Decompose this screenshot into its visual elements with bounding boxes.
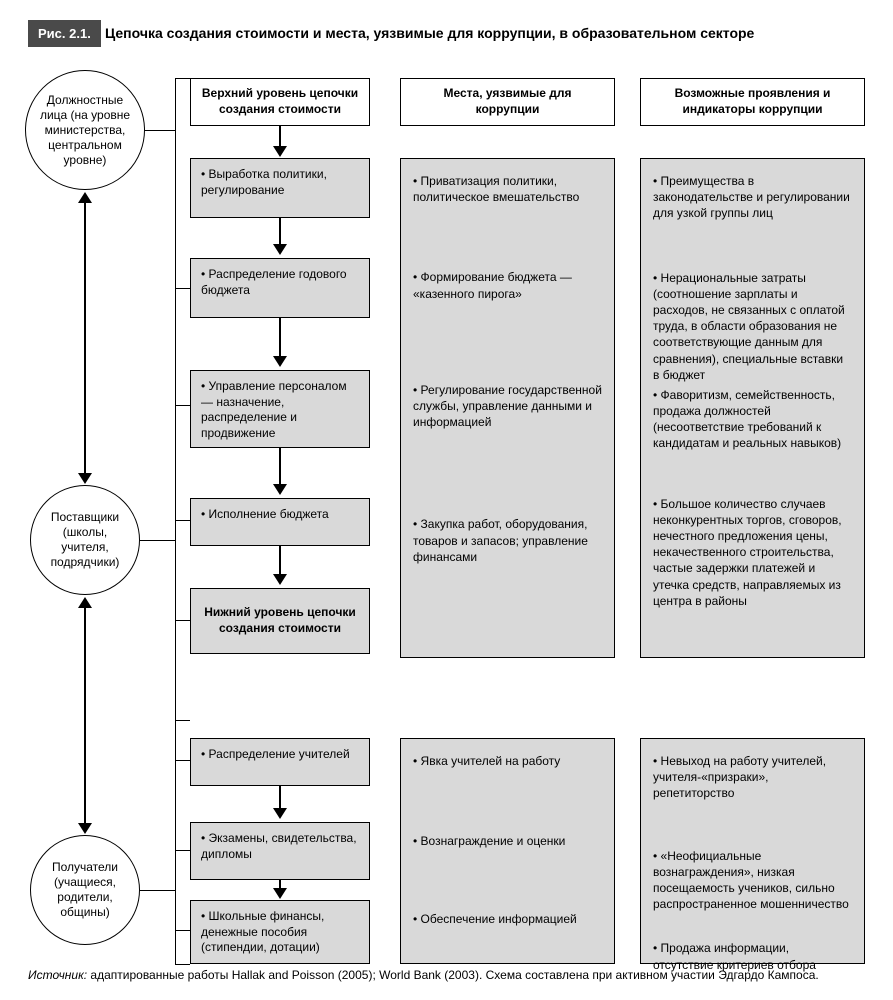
chain-teacher-alloc: Распределение учителей bbox=[190, 738, 370, 786]
chain-arrowhead-l1 bbox=[273, 808, 287, 819]
actor-connector-2 bbox=[84, 605, 86, 825]
chain-arrow-3 bbox=[279, 448, 281, 486]
lvuln-1: Явка учителей на работу bbox=[413, 753, 602, 769]
col1-header-text: Верхний уровень цепочки создания стоимос… bbox=[201, 86, 359, 117]
chain-finance: Школьные финансы, денежные пособия (стип… bbox=[190, 900, 370, 964]
indic-1: Преимущества в законодательстве и регули… bbox=[653, 173, 852, 222]
lower-indic-box: Невыход на работу учителей, учителя-«при… bbox=[640, 738, 865, 964]
lindic-2: «Неофициальные вознаграждения», низкая п… bbox=[653, 848, 852, 913]
chain-budget-alloc-text: Распределение годового бюджета bbox=[201, 267, 359, 298]
chain-arrowhead-3 bbox=[273, 484, 287, 495]
chain-budget-exec: Исполнение бюджета bbox=[190, 498, 370, 546]
bracket-bot-h bbox=[140, 890, 175, 891]
chain-personnel: Управление персоналом — назначение, расп… bbox=[190, 370, 370, 448]
actor-recipients-label: Получатели (учащиеся, родители, общины) bbox=[39, 860, 131, 920]
bracket-top-h1 bbox=[175, 78, 190, 79]
chain-teacher-alloc-text: Распределение учителей bbox=[201, 747, 359, 763]
arrow-down-1 bbox=[78, 473, 92, 484]
chain-arrowhead-h1 bbox=[273, 146, 287, 157]
chain-arrow-1 bbox=[279, 218, 281, 246]
chain-arrowhead-1 bbox=[273, 244, 287, 255]
vuln-4: Закупка работ, оборудования, товаров и з… bbox=[413, 516, 602, 565]
vuln-2: Формирование бюджета — «казенного пирога… bbox=[413, 269, 602, 301]
chain-exams-text: Экзамены, свидетельства, дипломы bbox=[201, 831, 359, 862]
chain-arrow-h1 bbox=[279, 126, 281, 148]
col3-header: Возможные проявления и индикаторы корруп… bbox=[640, 78, 865, 126]
figure-title: Цепочка создания стоимости и места, уязв… bbox=[105, 25, 754, 41]
chain-exams: Экзамены, свидетельства, дипломы bbox=[190, 822, 370, 880]
lower-section-header-text: Нижний уровень цепочки создания стоимост… bbox=[201, 605, 359, 636]
lower-vuln-box: Явка учителей на работу Вознаграждение и… bbox=[400, 738, 615, 964]
bracket-mid-h4 bbox=[175, 720, 190, 721]
lvuln-2: Вознаграждение и оценки bbox=[413, 833, 602, 849]
bracket-bot-v bbox=[175, 720, 176, 964]
lindic-1: Невыход на работу учителей, учителя-«при… bbox=[653, 753, 852, 802]
source-prefix: Источник: bbox=[28, 968, 87, 982]
arrow-down-2 bbox=[78, 823, 92, 834]
chain-arrow-2 bbox=[279, 318, 281, 358]
upper-indic-box: Преимущества в законодательстве и регули… bbox=[640, 158, 865, 658]
chain-finance-text: Школьные финансы, денежные пособия (стип… bbox=[201, 909, 359, 956]
actor-recipients: Получатели (учащиеся, родители, общины) bbox=[30, 835, 140, 945]
chain-arrow-4 bbox=[279, 546, 281, 576]
col3-header-text: Возможные проявления и индикаторы корруп… bbox=[651, 86, 854, 117]
actor-officials: Должностные лица (на уровне министерства… bbox=[25, 70, 145, 190]
arrow-up-2 bbox=[78, 597, 92, 608]
bracket-bot-h3 bbox=[175, 930, 190, 931]
source-line: Источник: адаптированные работы Hallak a… bbox=[28, 968, 819, 982]
vuln-1: Приватизация политики, политическое вмеш… bbox=[413, 173, 602, 205]
bracket-top-h2 bbox=[175, 288, 190, 289]
actor-providers-label: Поставщики (школы, учителя, подрядчики) bbox=[39, 510, 131, 570]
bracket-top-h bbox=[145, 130, 175, 131]
chain-budget-alloc: Распределение годового бюджета bbox=[190, 258, 370, 318]
lvuln-3: Обеспечение информацией bbox=[413, 911, 602, 927]
chain-arrowhead-2 bbox=[273, 356, 287, 367]
bracket-mid-h3 bbox=[175, 620, 190, 621]
chain-personnel-text: Управление персоналом — назначение, расп… bbox=[201, 379, 359, 441]
lower-section-header: Нижний уровень цепочки создания стоимост… bbox=[190, 588, 370, 654]
indic-2: Нерациональные затраты (соотношение зарп… bbox=[653, 270, 852, 383]
indic-3: Фаворитизм, семейственность, продажа дол… bbox=[653, 387, 852, 452]
actor-officials-label: Должностные лица (на уровне министерства… bbox=[34, 93, 136, 168]
bracket-bot-h4 bbox=[175, 964, 190, 965]
bracket-bot-h1 bbox=[175, 760, 190, 761]
vuln-3: Регулирование государственной службы, уп… bbox=[413, 382, 602, 431]
chain-arrowhead-l2 bbox=[273, 888, 287, 899]
col2-header-text: Места, уязвимые для коррупции bbox=[411, 86, 604, 117]
actor-connector-1 bbox=[84, 200, 86, 475]
bracket-top-v bbox=[175, 78, 176, 288]
source-text: адаптированные работы Hallak and Poisson… bbox=[90, 968, 818, 982]
bracket-mid-h2 bbox=[175, 520, 190, 521]
chain-policy-text: Выработка политики, регулирование bbox=[201, 167, 359, 198]
upper-vuln-box: Приватизация политики, политическое вмеш… bbox=[400, 158, 615, 658]
chain-policy: Выработка политики, регулирование bbox=[190, 158, 370, 218]
indic-4: Большое количество случаев неконкурентны… bbox=[653, 496, 852, 609]
bracket-mid-v bbox=[175, 288, 176, 720]
bracket-mid-h bbox=[140, 540, 175, 541]
chain-budget-exec-text: Исполнение бюджета bbox=[201, 507, 359, 523]
bracket-bot-h2 bbox=[175, 850, 190, 851]
chain-arrow-l1 bbox=[279, 786, 281, 810]
arrow-up-1 bbox=[78, 192, 92, 203]
chain-arrowhead-4 bbox=[273, 574, 287, 585]
figure-label: Рис. 2.1. bbox=[28, 20, 101, 47]
actor-providers: Поставщики (школы, учителя, подрядчики) bbox=[30, 485, 140, 595]
col1-header: Верхний уровень цепочки создания стоимос… bbox=[190, 78, 370, 126]
col2-header: Места, уязвимые для коррупции bbox=[400, 78, 615, 126]
bracket-mid-h1 bbox=[175, 405, 190, 406]
